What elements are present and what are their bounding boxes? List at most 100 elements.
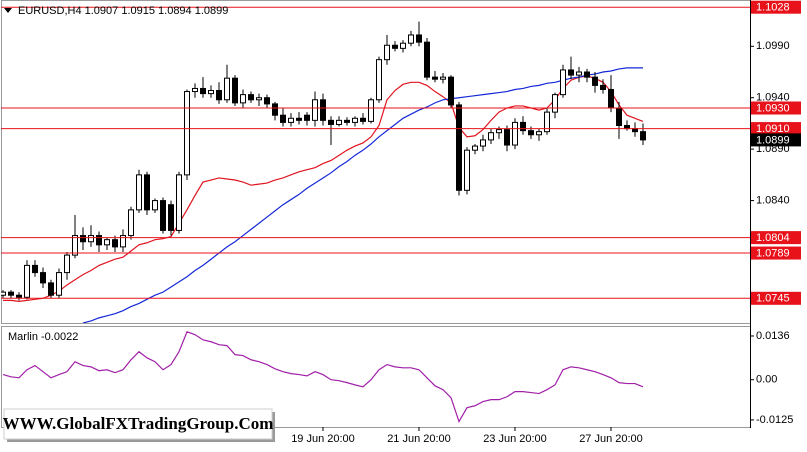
- candle-body: [432, 76, 438, 80]
- candle-body: [416, 34, 422, 43]
- candle-body: [456, 104, 462, 191]
- candle-body: [408, 34, 414, 44]
- last-price-box: [751, 133, 801, 147]
- price-level-label: 1.0930: [756, 102, 790, 114]
- candle-body: [472, 145, 478, 151]
- candle-body: [360, 117, 366, 122]
- watermark-frame: [3, 408, 273, 440]
- price-level-label: 1.1028: [756, 2, 790, 14]
- candle-body: [552, 94, 558, 113]
- chart-title: EURUSD,H4 1.0907 1.0915 1.0894 1.0899: [18, 5, 228, 17]
- y-tick-label: -0.0125: [756, 414, 793, 426]
- candle-body: [128, 209, 134, 237]
- candle-body: [72, 235, 78, 256]
- price-level-box: [751, 122, 801, 136]
- candle-body: [448, 76, 454, 106]
- candle-body: [168, 204, 174, 231]
- candle-body: [536, 131, 542, 136]
- candle-body: [488, 132, 494, 141]
- y-tick-label: 1.0840: [756, 194, 790, 206]
- candle-body: [64, 254, 70, 274]
- candle-body: [1, 291, 6, 296]
- main-plot: [1, 6, 750, 323]
- price-level-box: [751, 246, 801, 260]
- candle-body: [48, 282, 54, 296]
- sub-plot: [2, 331, 644, 423]
- candle-body: [392, 44, 398, 49]
- x-tick-label: 21 Jun 20:00: [387, 433, 451, 445]
- watermark: WWW.GlobalFXTradingGroup.Com: [3, 414, 274, 433]
- candle-body: [216, 90, 222, 101]
- candle-body: [384, 44, 390, 61]
- candle-body: [88, 235, 94, 243]
- candle-body: [560, 69, 566, 96]
- candle-body: [32, 264, 38, 274]
- candle-body: [352, 117, 358, 123]
- candle-body: [184, 91, 190, 176]
- candle-body: [24, 264, 30, 298]
- candle-body: [304, 114, 310, 121]
- x-tick-label: 23 Jun 20:00: [483, 433, 547, 445]
- indicator-line: [82, 67, 643, 323]
- candle-body: [312, 99, 318, 121]
- candle-body: [336, 119, 342, 125]
- indicator-line: [2, 331, 644, 423]
- candle-body: [144, 174, 150, 211]
- candle-body: [520, 121, 526, 132]
- candle-body: [8, 291, 14, 296]
- candle-body: [496, 129, 502, 134]
- candle-body: [248, 94, 254, 101]
- candle-body: [272, 103, 278, 116]
- candle-body: [136, 174, 142, 211]
- candle-body: [232, 77, 238, 104]
- candle-body: [296, 117, 302, 121]
- y-tick-label: 0.0136: [756, 330, 790, 342]
- x-tick-label: 27 Jun 20:00: [579, 433, 643, 445]
- candle-body: [480, 139, 486, 147]
- y-tick-label: 1.0940: [756, 92, 790, 104]
- candle-body: [240, 94, 246, 104]
- candle-body: [288, 117, 294, 123]
- candle-body: [528, 130, 534, 136]
- candle-body: [504, 129, 510, 146]
- candle-body: [368, 99, 374, 122]
- candle-body: [592, 76, 598, 86]
- candle-body: [344, 119, 350, 123]
- candle-body: [264, 97, 270, 105]
- price-level-box: [751, 0, 801, 14]
- candle-body: [424, 41, 430, 78]
- candle-body: [512, 121, 518, 146]
- candle-body: [16, 294, 22, 298]
- candle-body: [576, 71, 582, 76]
- candle-body: [440, 76, 446, 80]
- price-level-box: [751, 231, 801, 245]
- candle-body: [224, 77, 230, 101]
- price-level-box: [751, 101, 801, 115]
- candle-body: [600, 84, 606, 90]
- candle-body: [616, 107, 622, 126]
- price-level-label: 1.0789: [756, 247, 790, 259]
- price-level-box: [751, 291, 801, 305]
- x-tick-label: 19 Jun 20:00: [291, 433, 355, 445]
- candle-body: [120, 235, 126, 248]
- candle-body: [192, 87, 198, 93]
- candle-body: [640, 131, 646, 141]
- candle-body: [376, 59, 382, 101]
- indicator-title: Marlin -0.0022: [8, 331, 78, 343]
- candle-body: [152, 200, 158, 211]
- candle-body: [584, 71, 590, 78]
- candle-body: [328, 119, 334, 125]
- candle-body: [176, 174, 182, 231]
- price-level-label: 1.0910: [756, 123, 790, 135]
- candle-body: [256, 97, 262, 101]
- candle-body: [96, 235, 102, 246]
- axes: 1.09901.09401.08901.08401.10281.09301.09…: [291, 0, 801, 445]
- candle-body: [568, 69, 574, 76]
- y-tick-label: 1.0990: [756, 40, 790, 52]
- last-price-label: 1.0899: [756, 134, 790, 146]
- candle-body: [200, 87, 206, 95]
- symbol-arrow[interactable]: [4, 8, 12, 13]
- candle-body: [280, 114, 286, 123]
